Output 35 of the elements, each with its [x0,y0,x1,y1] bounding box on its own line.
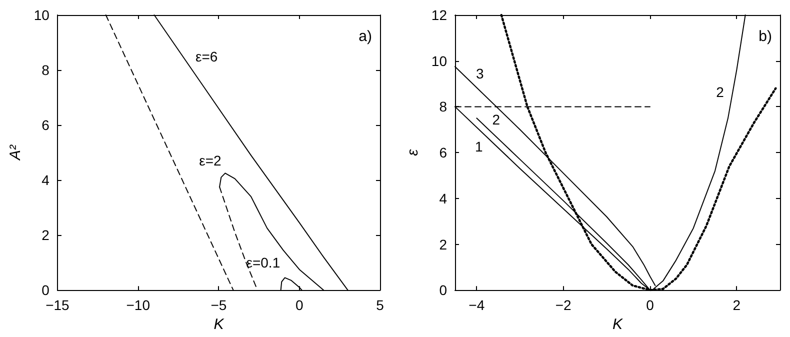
y-tick-label: 6 [42,117,50,134]
series-label: 2 [716,84,724,100]
x-tick-label: 5 [376,297,384,314]
y-axis-title: A² [7,144,24,162]
y-tick-label: 8 [42,62,50,78]
x-tick-label: 0 [295,297,304,314]
y-tick-label: 4 [439,190,448,206]
legend-label: 1 [474,138,483,155]
series-label: ε=6 [195,48,218,65]
series-label: ε=2 [199,152,222,169]
x-tick-label: −5 [210,297,227,314]
y-tick-label: 0 [42,282,50,298]
y-tick-label: 2 [439,236,448,252]
x-tick-label: −15 [46,297,70,314]
y-tick-label: 4 [42,172,50,188]
annotation: b) [758,28,772,45]
x-axis-title: K [612,316,624,333]
annotation: a) [358,28,372,45]
y-tick-label: 12 [431,7,448,23]
series-label: 3 [476,65,484,82]
y-tick-label: 10 [431,52,448,69]
y-tick-label: 0 [439,282,448,298]
y-tick-label: 6 [439,144,448,161]
series-label: 2 [492,111,500,128]
x-tick-label: −4 [468,297,485,314]
series-label: ε=0.1 [246,254,280,270]
y-tick-label: 8 [439,98,448,115]
y-tick-label: 2 [42,227,50,244]
x-tick-label: 0 [646,297,654,314]
x-tick-label: −2 [555,297,572,314]
x-tick-label: 2 [732,297,741,314]
y-axis-title: ε [404,148,422,156]
x-axis-title: K [214,316,225,333]
x-tick-label: −10 [126,297,150,314]
y-tick-label: 10 [34,7,50,23]
